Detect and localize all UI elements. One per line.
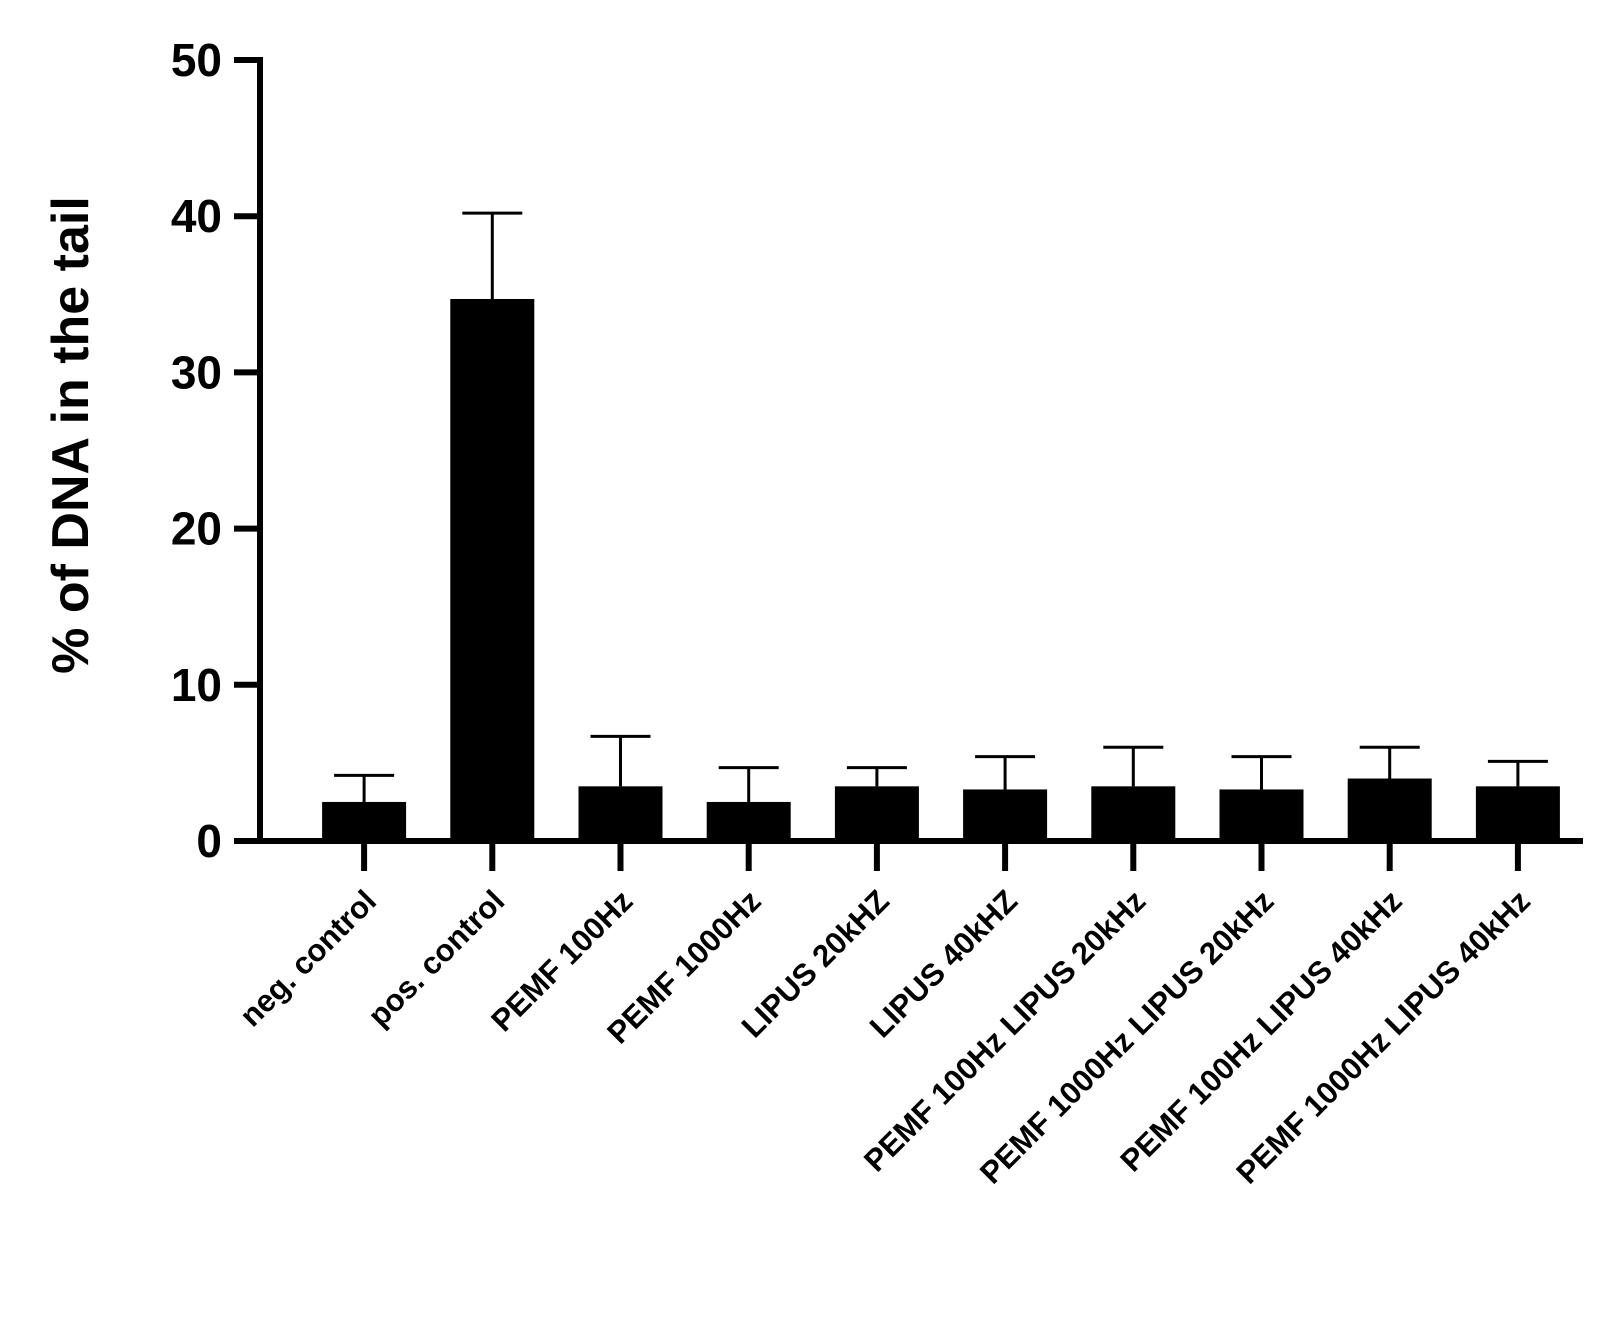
error-bars-layer (334, 211, 1548, 802)
y-tick-label: 40 (171, 190, 222, 242)
bar (1219, 789, 1304, 841)
axes-layer (257, 57, 1583, 844)
bar (1475, 786, 1560, 841)
y-ticks-layer: 0 10 20 30 40 50 (171, 34, 260, 867)
y-tick-label: 50 (171, 34, 222, 86)
y-axis-title: % of DNA in the tail (42, 196, 100, 674)
bar (450, 298, 535, 842)
y-tick-label: 20 (171, 503, 222, 555)
bars-layer (322, 298, 1560, 842)
bar (706, 801, 791, 841)
y-tick-label: 30 (171, 346, 222, 398)
bar (834, 786, 919, 841)
y-tick-label: 0 (196, 815, 222, 867)
bar (322, 801, 407, 841)
x-tick-label: neg. control (233, 883, 383, 1033)
bar (1091, 786, 1176, 841)
bar (578, 786, 663, 841)
bar (963, 789, 1048, 841)
bar (1347, 778, 1432, 841)
y-tick-label: 10 (171, 659, 222, 711)
